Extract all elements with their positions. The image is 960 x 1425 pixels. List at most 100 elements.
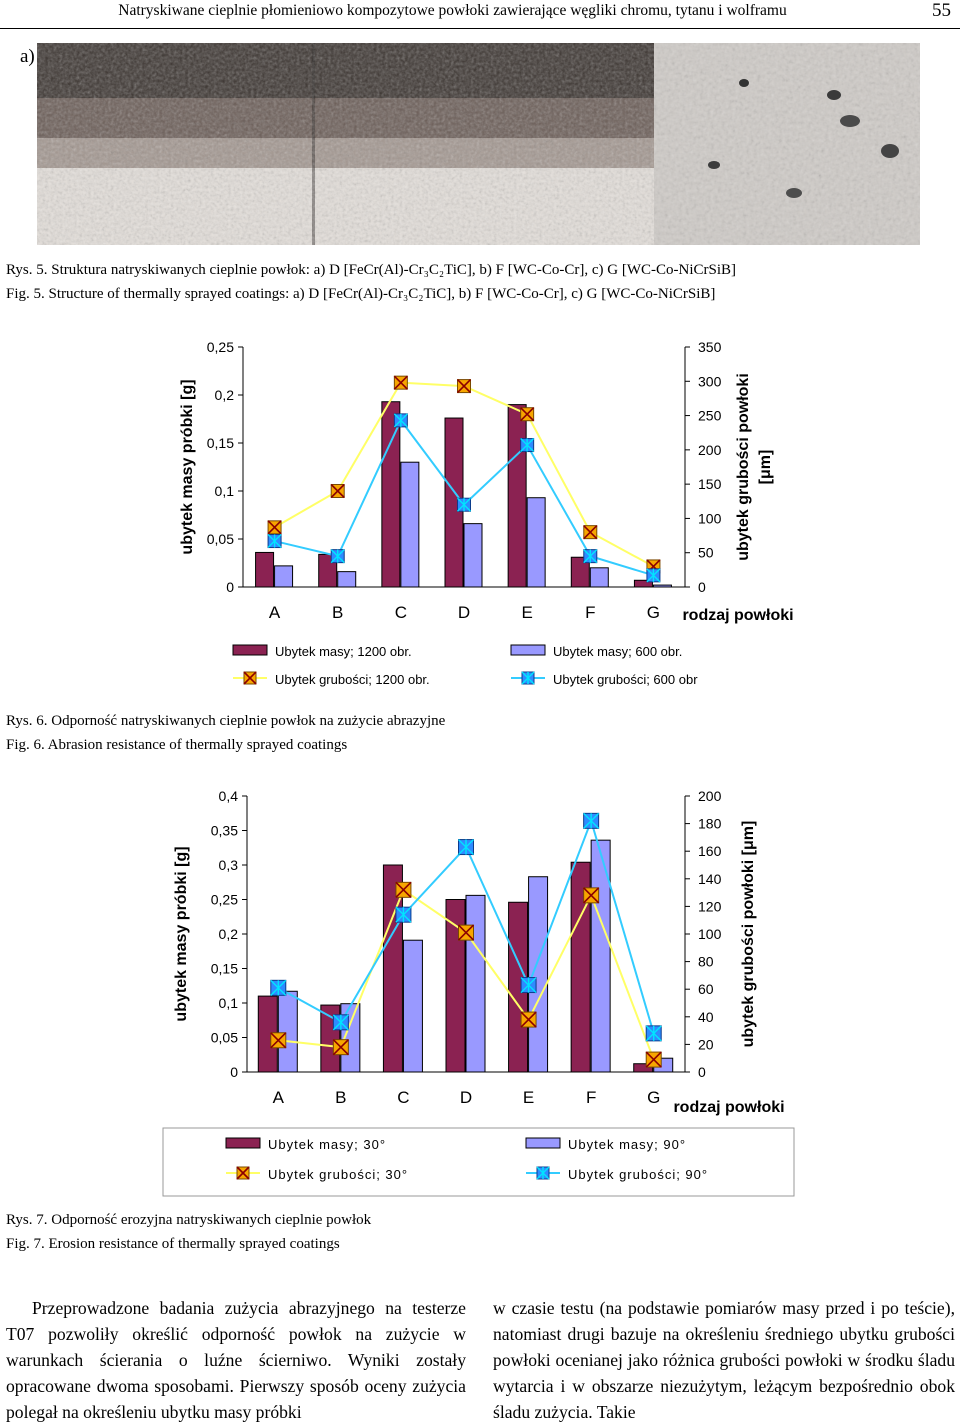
legend-label: Ubytek grubości; 90° — [568, 1167, 708, 1182]
bar-primary-E — [507, 404, 527, 588]
legend-swatch — [510, 644, 546, 656]
y-tick-label-right: 200 — [698, 442, 722, 458]
bar-primary-A — [255, 551, 275, 588]
x-category-label: E — [523, 1088, 534, 1107]
bar-secondary-F — [589, 567, 609, 588]
marker-primary-F — [583, 525, 598, 540]
legend-swatch — [232, 644, 268, 656]
marker-primary-B — [330, 483, 345, 499]
marker-secondary-E — [520, 438, 535, 453]
x-category-label: D — [458, 603, 470, 622]
marker-primary-G — [645, 1051, 662, 1068]
bar-secondary-C — [400, 461, 420, 588]
y-axis-title-right: ubytek grubości powłoki — [735, 373, 752, 561]
panel-label-a: a) — [20, 46, 35, 67]
micrograph-ab — [37, 43, 654, 245]
marker-primary-F — [583, 887, 600, 904]
marker-primary-C — [393, 375, 408, 390]
bar-secondary-E — [528, 876, 549, 1073]
marker-secondary-F — [583, 812, 600, 829]
header-rule — [0, 28, 960, 29]
micrograph-ab-image — [37, 43, 654, 245]
marker-secondary-G — [645, 1025, 662, 1042]
x-category-label: G — [647, 1088, 660, 1107]
y-tick-label-left: 0 — [226, 579, 234, 595]
bar-secondary-B — [337, 571, 357, 588]
legend-label: Ubytek masy; 30° — [268, 1137, 386, 1152]
fig7-caption-pl: Rys. 7. Odporność erozyjna natryskiwanyc… — [6, 1212, 372, 1228]
y-tick-label-left: 0,25 — [211, 892, 238, 908]
bar-primary-G — [633, 1063, 654, 1073]
y-tick-label-right: 40 — [698, 1009, 714, 1025]
marker-primary-E — [520, 1011, 537, 1028]
marker-secondary-B — [330, 549, 345, 564]
bar-secondary-D — [463, 523, 483, 588]
marker-secondary-F — [583, 549, 598, 564]
fig7-caption-en: Fig. 7. Erosion resistance of thermally … — [6, 1236, 340, 1252]
y-tick-label-left: 0,4 — [219, 788, 239, 804]
micrograph-c-image — [654, 43, 920, 245]
bar-secondary-E — [526, 497, 546, 588]
marker-primary-D — [457, 924, 475, 941]
y-tick-label-right: 150 — [698, 476, 722, 492]
bar-primary-F — [570, 861, 591, 1073]
running-header-title: Natryskiwane cieplnie płomieniowo kompoz… — [118, 2, 787, 19]
x-category-label: A — [269, 603, 281, 622]
legend-marker — [521, 671, 535, 685]
y-tick-label-right: 0 — [698, 579, 706, 595]
marker-secondary-C — [393, 413, 408, 428]
fig6-caption-en: Fig. 6. Abrasion resistance of thermally… — [6, 737, 348, 753]
x-category-label: B — [332, 603, 343, 622]
marker-secondary-A — [267, 534, 282, 549]
y-axis-title-right: ubytek grubości powłoki [μm] — [740, 821, 757, 1048]
marker-primary-C — [395, 881, 412, 898]
fig5-caption-en: Fig. 5. Structure of thermally sprayed c… — [6, 286, 716, 302]
y-tick-label-right: 350 — [698, 339, 722, 355]
y-tick-label-right: 120 — [698, 898, 722, 914]
y-tick-label-left: 0 — [230, 1064, 238, 1080]
x-category-label: D — [460, 1088, 472, 1107]
x-category-label: E — [521, 603, 532, 622]
y-tick-label-left: 0,2 — [215, 387, 235, 403]
y-tick-label-left: 0,1 — [219, 995, 239, 1011]
marker-primary-B — [332, 1039, 349, 1056]
y-tick-label-right: 20 — [698, 1036, 714, 1052]
erosion-chart: 0 0,05 0,1 0,15 0,2 0,25 0,3 0,35 0,4 0 20 40 60 80 10… — [0, 775, 960, 1205]
marker-secondary-E — [520, 977, 537, 994]
bar-secondary-A — [274, 565, 294, 588]
marker-primary-A — [270, 1032, 287, 1049]
y-tick-label-right: 80 — [698, 954, 714, 970]
y-axis-title-right: [μm] — [757, 450, 774, 485]
marker-secondary-B — [332, 1014, 349, 1031]
legend-marker — [243, 671, 257, 685]
bar-secondary-A — [277, 990, 298, 1073]
bar-primary-D — [445, 899, 466, 1073]
y-axis-title-left: ubytek masy próbki [g] — [179, 379, 196, 554]
y-tick-label-right: 100 — [698, 510, 722, 526]
legend-marker — [236, 1166, 250, 1180]
y-tick-label-right: 180 — [698, 816, 722, 832]
bar-primary-F — [570, 556, 590, 588]
y-tick-label-left: 0,15 — [211, 961, 238, 977]
body-column-right: w czasie testu (na podstawie pomiarów ma… — [493, 1295, 955, 1425]
abrasion-chart-svg: 0 0,05 0,1 0,15 0,2 0,25 0 50 100 150 200 250 300 350… — [179, 339, 794, 687]
y-tick-label-left: 0,05 — [211, 1030, 238, 1046]
page-number: 55 — [932, 0, 951, 21]
legend-swatch — [225, 1137, 261, 1149]
y-tick-label-right: 100 — [698, 926, 722, 942]
legend-label: Ubytek grubości; 1200 obr. — [275, 672, 430, 687]
x-category-label: C — [397, 1088, 409, 1107]
marker-primary-A — [267, 520, 282, 535]
marker-primary-E — [520, 407, 535, 422]
fig5-caption-pl: Rys. 5. Struktura natryskiwanych cieplni… — [6, 262, 737, 278]
x-category-label: C — [395, 603, 407, 622]
marker-secondary-D — [458, 839, 474, 856]
x-category-label: G — [647, 603, 660, 622]
legend-marker — [536, 1166, 550, 1180]
y-tick-label-left: 0,1 — [215, 483, 235, 499]
y-tick-label-left: 0,2 — [219, 926, 239, 942]
body-paragraph-right: w czasie testu (na podstawie pomiarów ma… — [493, 1298, 955, 1422]
abrasion-chart: 0 0,05 0,1 0,15 0,2 0,25 0 50 100 150 200 250 300 350… — [0, 320, 960, 700]
bar-secondary-G — [652, 584, 672, 588]
y-tick-label-right: 140 — [698, 871, 722, 887]
